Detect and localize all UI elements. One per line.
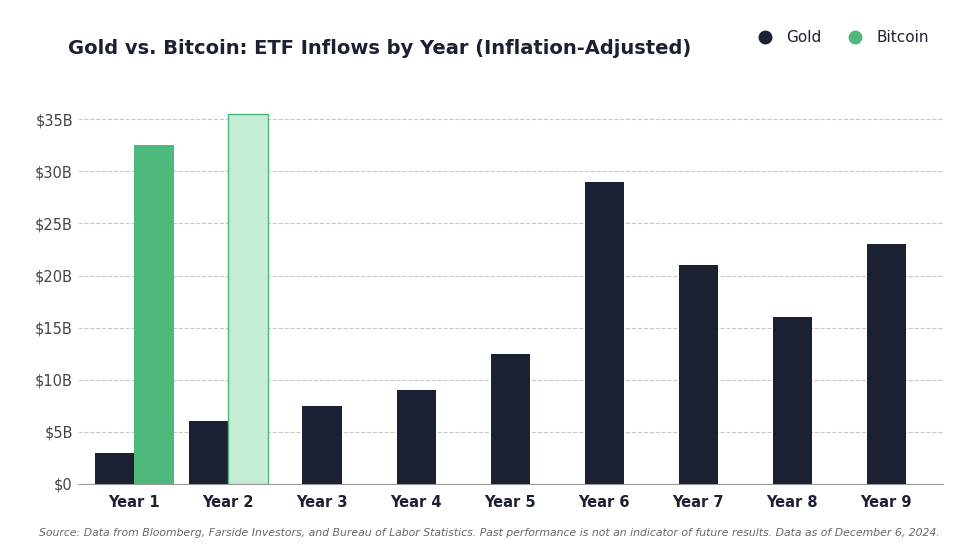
Bar [397,390,436,484]
Bar [678,265,718,484]
Bar [189,421,228,484]
Bar [134,145,174,484]
Bar [584,182,624,484]
Legend: Gold, Bitcoin: Gold, Bitcoin [744,24,935,51]
Bar [94,453,134,484]
Bar [302,406,342,484]
Text: Gold vs. Bitcoin: ETF Inflows by Year (Inflation-Adjusted): Gold vs. Bitcoin: ETF Inflows by Year (I… [68,39,691,58]
Bar [491,354,530,484]
Text: Source: Data from Bloomberg, Farside Investors, and Bureau of Labor Statistics. : Source: Data from Bloomberg, Farside Inv… [39,528,940,538]
Bar [228,114,267,484]
Bar [773,317,813,484]
Bar [867,244,906,484]
